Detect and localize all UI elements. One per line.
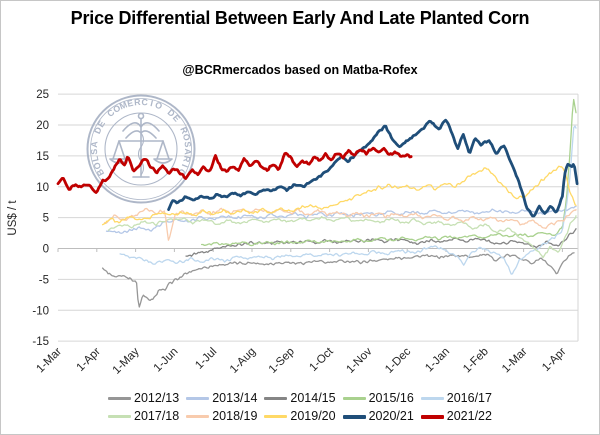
- legend-label: 2015/16: [368, 391, 414, 405]
- x-tick-label: 1-Feb: [461, 346, 491, 376]
- x-tick-label: 1-Jun: [152, 346, 181, 375]
- x-tick-label: 1-Aug: [228, 346, 258, 376]
- legend-item-2019-20: 2019/20: [264, 408, 336, 425]
- legend-label: 2012/13: [134, 391, 180, 405]
- legend-swatch: [108, 415, 132, 418]
- legend-item-2016-17: 2016/17: [420, 390, 492, 407]
- legend-label: 2021/22: [446, 409, 492, 423]
- stamp-letter: C: [105, 107, 117, 119]
- x-tick-label: 1-Apr: [75, 346, 103, 374]
- stamp-letter: S: [183, 141, 194, 148]
- series-line-2018-19: [103, 207, 577, 241]
- legend-row: 2017/18 2018/19 2019/20 2020/21 2021/22: [108, 408, 492, 425]
- chart-title: Price Differential Between Early And Lat…: [70, 8, 530, 28]
- stamp-letter: O: [111, 103, 122, 115]
- stamp-letter: R: [181, 155, 192, 164]
- x-tick-label: 1-Nov: [344, 345, 374, 375]
- legend-item-2020-21: 2020/21: [342, 408, 414, 425]
- stamp-letter: E: [95, 119, 107, 129]
- legend-swatch: [108, 397, 132, 400]
- stamp-letter: M: [118, 100, 129, 112]
- stamp-letter: C: [141, 97, 149, 108]
- legend-label: 2019/20: [290, 409, 336, 423]
- series-line-2014-15: [185, 228, 577, 257]
- x-tick-label: 1-Dec: [383, 345, 413, 375]
- series-line-2020-21: [167, 118, 579, 218]
- stamp-letter: R: [134, 97, 142, 108]
- stamp-letter: L: [89, 155, 100, 163]
- legend-item-2018-19: 2018/19: [186, 408, 257, 425]
- y-tick-label: 5: [43, 213, 49, 225]
- series-line-2015-16: [200, 98, 577, 247]
- stamp-letter: O: [181, 133, 192, 142]
- stamp-letter: I: [149, 98, 154, 108]
- legend-item-2021-22: 2021/22: [420, 408, 492, 425]
- stamp-letter: E: [171, 113, 182, 124]
- x-tick-label: 1-Jul: [193, 346, 219, 372]
- legend-label: 2014/15: [290, 391, 336, 405]
- series-line-2013-14: [105, 205, 577, 234]
- series-line-2017-18: [107, 215, 577, 259]
- caduceus-scales-icon: [109, 112, 173, 178]
- series-line-2019-20: [101, 165, 577, 226]
- stamp-letter: O: [91, 161, 103, 171]
- y-tick-label: 20: [36, 120, 49, 132]
- y-axis-title: US$ / t: [7, 200, 19, 236]
- y-tick-label: 25: [36, 89, 49, 101]
- x-tick-label: 1-Sep: [267, 346, 297, 376]
- stamp-letter: O: [176, 167, 188, 178]
- stamp-letter: B: [94, 167, 106, 178]
- legend-item-2012-13: 2012/13: [108, 390, 179, 407]
- legend-swatch: [420, 414, 444, 419]
- y-tick-label: -10: [32, 305, 49, 317]
- y-tick-label: 15: [36, 151, 49, 163]
- stamp-letter: O: [154, 100, 164, 112]
- stamp-letter: A: [183, 148, 193, 156]
- series-line-2012-13: [101, 252, 575, 308]
- x-tick-label: 1-Mar: [500, 346, 530, 376]
- legend-swatch: [186, 397, 210, 400]
- legend-item-2014-15: 2014/15: [264, 390, 336, 407]
- stamp-letter: A: [89, 140, 100, 148]
- y-tick-label: 10: [36, 182, 49, 194]
- legend-item-2013-14: 2013/14: [186, 390, 257, 407]
- legend-row: 2012/13 2013/14 2014/15 2015/16 2016/17: [108, 390, 492, 407]
- x-tick-label: 1-Oct: [307, 345, 336, 374]
- legend: 2012/13 2013/14 2014/15 2015/16 2016/17 2017/…: [1, 390, 599, 425]
- x-tick-label: 1-Mar: [34, 346, 64, 376]
- stamp-letter: R: [178, 126, 190, 136]
- legend-label: 2016/17: [446, 391, 492, 405]
- stamp-letter: D: [92, 126, 104, 136]
- legend-label: 2017/18: [134, 409, 180, 423]
- x-tick-label: 1-Apr: [540, 346, 568, 374]
- legend-swatch: [342, 414, 366, 419]
- legend-label: 2020/21: [368, 409, 414, 423]
- y-tick-label: -5: [39, 274, 49, 286]
- chart-subtitle: @BCRmercados based on Matba-Rofex: [182, 63, 418, 77]
- series-line-2021-22: [56, 146, 413, 194]
- y-tick-label: -15: [32, 336, 49, 348]
- x-tick-label: 1-May: [111, 345, 142, 376]
- legend-swatch: [264, 415, 288, 418]
- legend-item-2017-18: 2017/18: [108, 408, 179, 425]
- stamp-letter: E: [126, 98, 134, 109]
- legend-label: 2013/14: [212, 391, 258, 405]
- legend-swatch: [342, 397, 366, 400]
- series-line-2016-17: [119, 125, 577, 275]
- x-tick-label: 1-Jan: [423, 346, 452, 375]
- stamp-letter: S: [89, 148, 99, 155]
- legend-swatch: [420, 397, 444, 400]
- stamp-letter: I: [180, 163, 190, 169]
- legend-swatch: [264, 397, 288, 400]
- legend-swatch: [186, 415, 210, 418]
- legend-label: 2018/19: [212, 409, 258, 423]
- stamp-letter: D: [166, 107, 177, 119]
- legend-item-2015-16: 2015/16: [342, 390, 414, 407]
- y-tick-label: 0: [43, 244, 49, 256]
